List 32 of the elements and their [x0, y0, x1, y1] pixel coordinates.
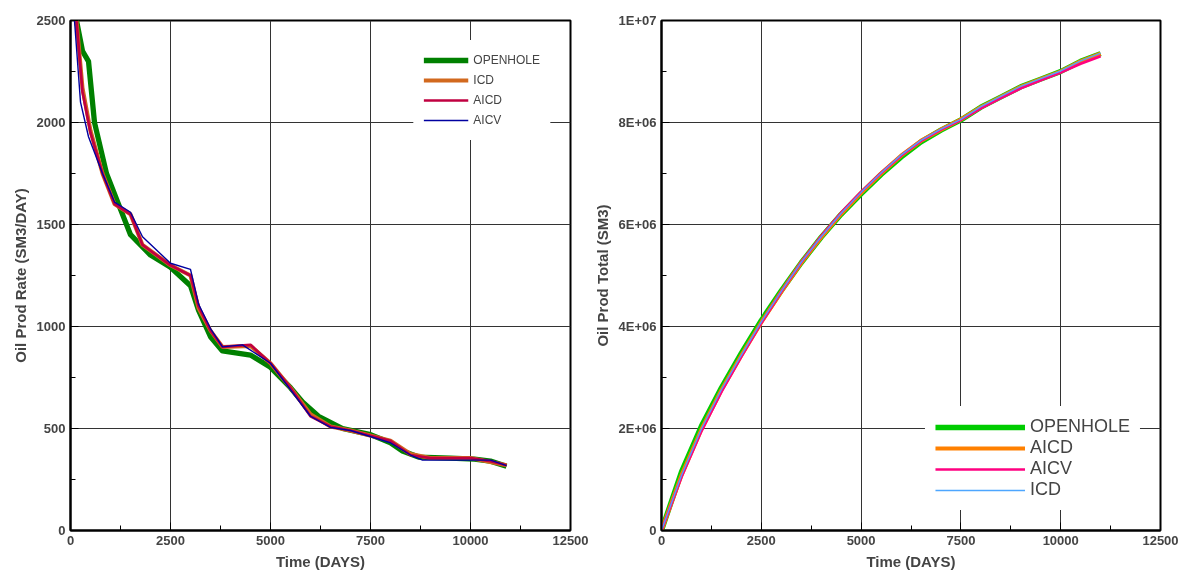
x-tick-label: 5000 [846, 532, 876, 548]
legend-label: OPENHOLE [473, 53, 540, 67]
x-tick-label: 12500 [1142, 532, 1179, 548]
x-axis-title: Time (DAYS) [275, 552, 366, 570]
legend-label: AICD [1029, 437, 1073, 458]
x-tick-label: 5000 [256, 532, 285, 548]
x-tick-label: 2500 [746, 532, 776, 548]
legend-label: AICV [1029, 458, 1072, 479]
y-tick-label: 500 [43, 421, 66, 436]
y-tick-label: 1E+07 [618, 13, 657, 28]
legend-label: AICD [473, 93, 502, 107]
x-tick-label: 12500 [552, 532, 589, 548]
y-tick-label: 1000 [36, 319, 66, 334]
x-tick-label: 10000 [452, 532, 489, 548]
y-tick-label: 2500 [36, 13, 66, 28]
y-axis-title: Oil Prod Rate (SM3/DAY) [11, 188, 29, 363]
y-tick-label: 6E+06 [618, 217, 657, 232]
x-axis-title: Time (DAYS) [866, 552, 956, 570]
x-tick-label: 2500 [156, 532, 185, 548]
legend-label: ICD [473, 73, 494, 87]
legend-label: AICV [473, 113, 502, 127]
y-axis-title: Oil Prod Total (SM3) [593, 204, 611, 347]
y-tick-label: 1500 [36, 217, 66, 232]
x-tick-label: 7500 [946, 532, 976, 548]
legend-label: ICD [1029, 479, 1061, 500]
y-tick-label: 2E+06 [618, 421, 657, 436]
x-tick-label: 10000 [1042, 532, 1079, 548]
y-tick-label: 4E+06 [618, 319, 657, 334]
y-tick-label: 2000 [36, 115, 66, 130]
legend-label: OPENHOLE [1029, 416, 1130, 437]
y-tick-label: 8E+06 [618, 115, 657, 130]
x-tick-label: 7500 [356, 532, 385, 548]
